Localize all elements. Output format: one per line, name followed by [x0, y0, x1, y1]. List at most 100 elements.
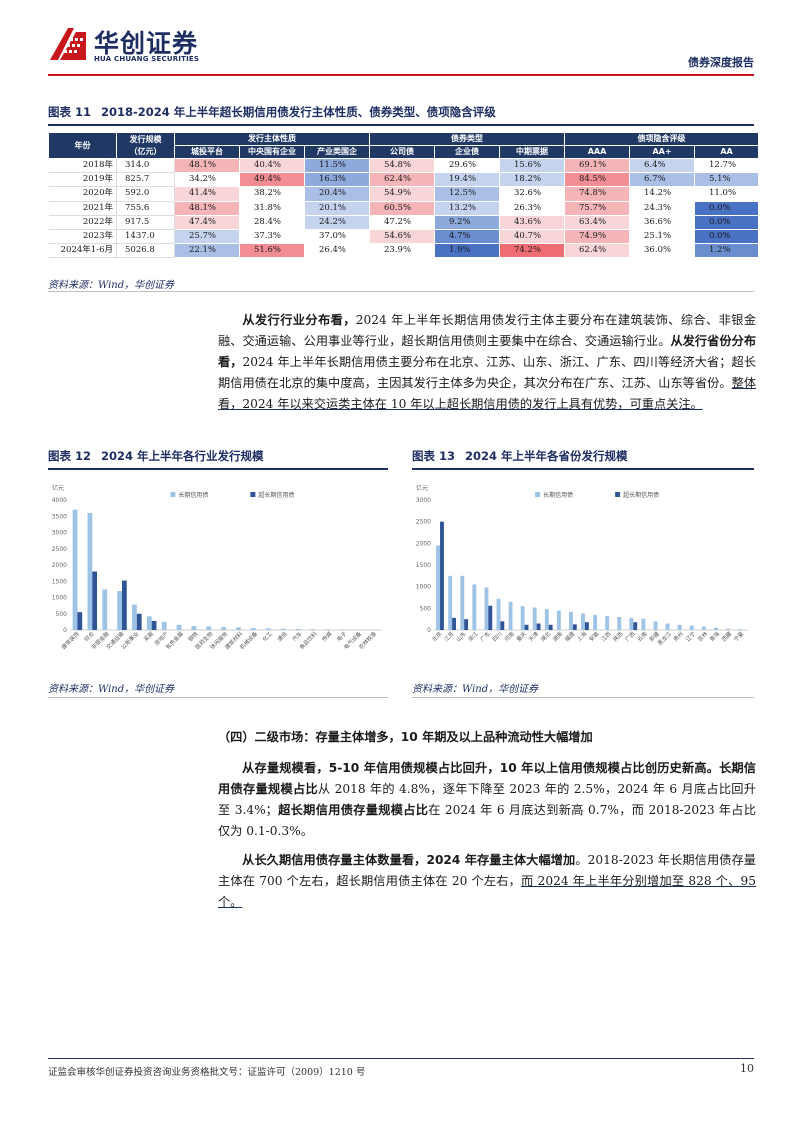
x-tick-label: 天津 [527, 630, 540, 643]
cell-share: 14.2% [629, 186, 696, 202]
bar [689, 625, 694, 630]
bar [448, 575, 453, 630]
group-header-issuer: 发行主体性质 [173, 132, 371, 146]
x-tick-label: 广东 [478, 629, 492, 643]
sub-header: AAA [564, 145, 631, 159]
page-number: 10 [740, 1062, 754, 1075]
x-tick-label: 汽车 [290, 629, 304, 643]
sub-header: AA [694, 145, 760, 159]
bar [520, 606, 525, 630]
table-row: 2020年 592.0 41.4% 38.2% 20.4% 54.9% 12.5% 32.6%… [48, 186, 760, 202]
cell-share: 24.2% [303, 214, 371, 230]
bar [641, 618, 646, 630]
figure13-caption: 2024 年上半年各省份发行规模 [465, 449, 628, 463]
bar [464, 619, 469, 630]
cell-share: 6.7% [629, 172, 696, 188]
footer-license: 证监会审核华创证券投资咨询业务资格批文号：证监许可（2009）1210 号 [48, 1067, 366, 1078]
cell-share: 23.9% [369, 243, 436, 259]
bar [584, 622, 589, 630]
bar [536, 623, 541, 630]
figure13-source-rule [412, 697, 754, 698]
cell-size: 592.0 [116, 186, 175, 202]
bar [581, 613, 585, 630]
cell-share: 62.4% [369, 172, 436, 188]
bar [280, 628, 286, 630]
cell-share: 26.4% [303, 243, 371, 259]
figure13-label: 图表 13 [412, 449, 456, 463]
x-tick-label: 上海 [575, 629, 589, 643]
bar [605, 616, 610, 630]
bar [295, 629, 301, 630]
cell-share: 49.4% [239, 172, 305, 188]
x-tick-label: 传媒 [320, 629, 334, 643]
bar [146, 616, 152, 630]
table-row: 2022年 917.5 47.4% 28.4% 24.2% 47.2% 9.2% 43.6% 6… [48, 214, 760, 230]
cell-share: 5.1% [694, 172, 760, 188]
cell-share: 36.6% [629, 214, 696, 230]
cell-share: 75.7% [564, 200, 631, 216]
para1-underline: 整体看，2024 年以来交运类主体在 10 年以上超长期信用债的发行上具有优势，… [218, 376, 757, 411]
footer-rule [48, 1058, 754, 1059]
cell-size: 755.6 [116, 201, 175, 216]
bar [496, 598, 501, 630]
cell-share: 20.1% [303, 200, 371, 216]
cell-size: 1437.0 [116, 229, 175, 245]
cell-share: 13.2% [434, 200, 501, 216]
y-tick-label: 1500 [416, 562, 431, 569]
bar [544, 609, 549, 630]
bar [236, 627, 241, 630]
legend-swatch [170, 492, 176, 497]
bar [72, 509, 78, 630]
figure12-source: 资料来源：Wind，华创证券 [48, 684, 175, 695]
x-tick-label: 湖南 [551, 629, 565, 643]
y-tick-label: 500 [56, 611, 68, 618]
figure11-caption: 2018-2024 年上半年超长期信用债发行主体性质、债券类型、债项隐含评级 [101, 105, 496, 119]
cell-year: 2021年 [48, 201, 117, 216]
bar [713, 627, 718, 630]
x-tick-label: 陕西 [611, 629, 625, 643]
cell-share: 18.2% [499, 172, 566, 188]
y-tick-label: 1000 [52, 595, 67, 602]
figure12-caption: 2024 年上半年各行业发行规模 [101, 449, 264, 463]
x-tick-label: 电子 [335, 629, 349, 643]
cell-share: 74.8% [564, 186, 631, 202]
cell-year: 2020年 [48, 186, 117, 202]
cell-year: 2024年1-6月 [48, 243, 117, 259]
x-tick-label: 吉林 [696, 629, 710, 643]
y-tick-label: 2000 [416, 540, 431, 547]
figure11-source: 资料来源：Wind，华创证券 [48, 280, 175, 291]
y-tick-label: 2000 [52, 562, 67, 569]
cell-share: 48.1% [174, 200, 240, 216]
cell-year: 2018年 [48, 158, 117, 174]
bar [452, 617, 456, 630]
table-row: 2024年1-6月 5026.8 22.1% 51.6% 26.4% 23.9% 1.9% 7… [48, 243, 760, 259]
cell-share: 38.2% [239, 186, 305, 202]
cell-share: 11.0% [694, 186, 760, 202]
y-tick-label: 1000 [416, 584, 431, 591]
bar [176, 624, 182, 630]
bar [460, 575, 465, 630]
bar [472, 584, 477, 630]
bar [206, 626, 212, 630]
x-tick-label: 湖北 [539, 629, 553, 643]
bar [117, 591, 122, 630]
bar [191, 626, 197, 630]
cell-share: 54.9% [369, 186, 436, 202]
y-tick-label: 2500 [416, 519, 431, 526]
legend-label: 长期信用债 [543, 491, 573, 499]
bar [617, 617, 622, 630]
x-tick-label: 黑龙江 [656, 629, 674, 647]
cell-share: 43.6% [499, 214, 566, 230]
cell-share: 9.2% [434, 214, 501, 230]
figure12-label: 图表 12 [48, 449, 92, 463]
sub-header: 企业债 [434, 145, 501, 159]
bar [548, 624, 553, 630]
bar [221, 627, 226, 630]
x-tick-label: 采掘 [142, 629, 156, 643]
legend-label: 长期信用债 [178, 491, 208, 499]
bar [569, 611, 573, 630]
bar [738, 629, 742, 630]
cell-share: 16.3% [303, 172, 371, 188]
cell-share: 20.4% [303, 186, 371, 202]
x-tick-label: 宁夏 [732, 629, 746, 643]
